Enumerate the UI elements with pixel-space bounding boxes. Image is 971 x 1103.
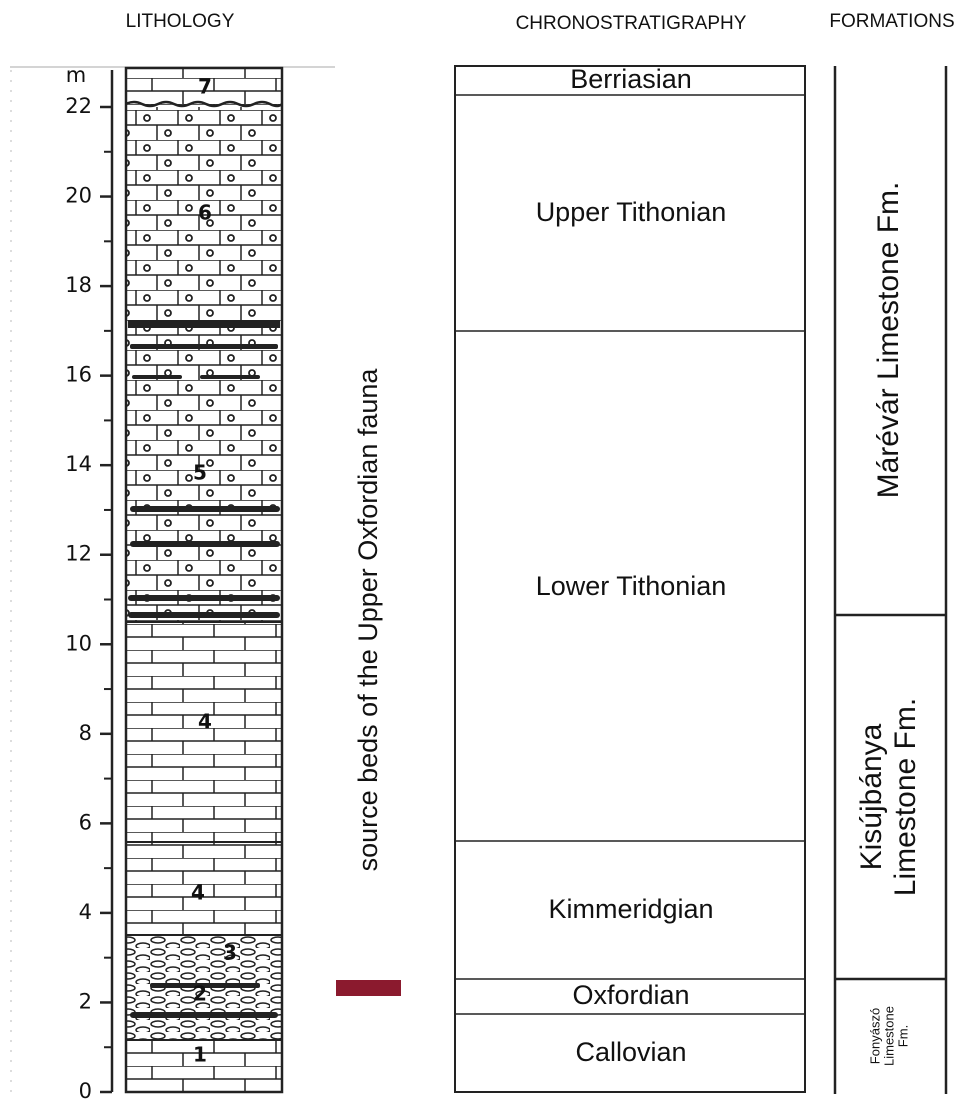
tick-label: 6 — [79, 810, 92, 834]
formation-label: Limestone — [881, 1006, 896, 1066]
tick-label: 10 — [65, 631, 92, 655]
stage-label: Berriasian — [570, 64, 692, 94]
tick-label: 8 — [79, 721, 92, 745]
header: CHRONOSTRATIGRAPHY — [516, 13, 747, 34]
formation-label: Márévár Limestone Fm. — [872, 182, 905, 499]
bed-label: 5 — [193, 461, 207, 485]
bed-label: 7 — [198, 75, 212, 99]
bed-label: 6 — [198, 201, 212, 225]
stage-label: Callovian — [575, 1037, 686, 1067]
bed-label: 4 — [198, 710, 212, 734]
formation-label: Fm. — [895, 1025, 910, 1047]
tick-label: 0 — [79, 1079, 92, 1103]
source-bed-marker — [336, 980, 401, 996]
formation-label: Fonyászó — [867, 1008, 882, 1064]
formation-label: Kisújbánya — [855, 723, 888, 870]
header: LITHOLOGY — [126, 11, 235, 32]
header: FORMATIONS — [829, 11, 954, 32]
bed-label: 1 — [193, 1043, 207, 1067]
tick-label: 12 — [65, 542, 92, 566]
tick-label: 14 — [65, 452, 92, 476]
bed-label: 2 — [193, 982, 207, 1006]
stage-label: Kimmeridgian — [548, 894, 713, 924]
strat-column: LITHOLOGY CHRONOSTRATIGRAPHY FORMATIONS — [0, 0, 971, 1103]
tick-label: 2 — [79, 989, 92, 1013]
bed-label: 3 — [223, 941, 237, 965]
tick-label: 22 — [65, 94, 92, 118]
tick-label: 4 — [79, 900, 92, 924]
annotation: source beds of the Upper Oxfordian fauna — [353, 368, 383, 872]
stage-label: Oxfordian — [572, 980, 689, 1010]
bed-label: 4 — [191, 881, 205, 905]
tick-label: 20 — [65, 184, 92, 208]
tick-label: 16 — [65, 363, 92, 387]
axis-unit: m — [66, 63, 86, 87]
formation-label: Limestone Fm. — [889, 698, 922, 896]
tick-label: 18 — [65, 273, 92, 297]
stage-label: Lower Tithonian — [536, 571, 727, 601]
stage-label: Upper Tithonian — [536, 197, 727, 227]
